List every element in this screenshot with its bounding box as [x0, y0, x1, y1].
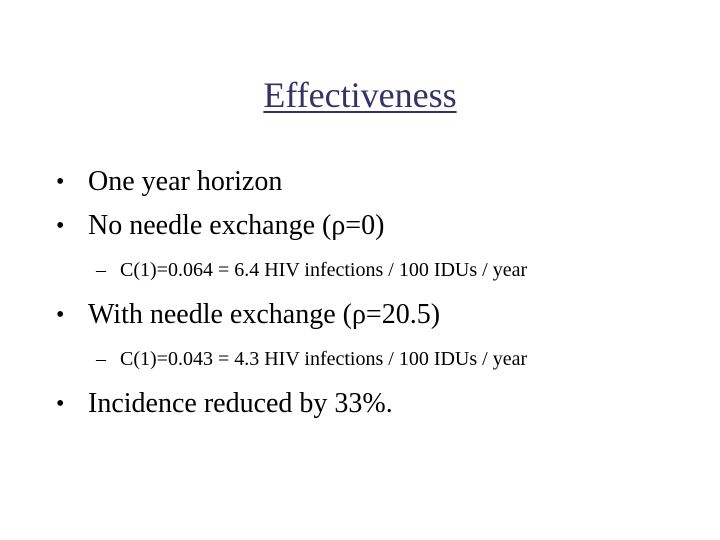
sub-bullet-text: C(1)=0.043 = 4.3 HIV infections / 100 ID…: [120, 348, 528, 370]
slide-title: Effectiveness: [263, 75, 457, 115]
bullet-item: • No needle exchange (ρ=0): [56, 204, 696, 248]
sub-bullet-item: – C(1)=0.043 = 4.3 HIV infections / 100 …: [56, 344, 696, 374]
bullet-item: • Incidence reduced by 33%.: [56, 382, 696, 426]
bullet-text: Incidence reduced by 33%.: [88, 388, 393, 419]
bullet-marker: •: [56, 213, 65, 239]
bullet-item: • One year horizon: [56, 160, 696, 204]
bullet-item: • With needle exchange (ρ=20.5): [56, 293, 696, 337]
sub-bullet-text: C(1)=0.064 = 6.4 HIV infections / 100 ID…: [120, 259, 528, 281]
bullet-text: One year horizon: [88, 166, 283, 197]
bullet-list: • One year horizon • No needle exchange …: [56, 160, 696, 426]
bullet-marker: •: [56, 302, 65, 328]
bullet-marker: •: [56, 169, 65, 195]
bullet-marker: •: [56, 391, 65, 417]
bullet-text: No needle exchange (ρ=0): [88, 210, 385, 241]
dash-marker: –: [96, 259, 106, 281]
sub-bullet-item: – C(1)=0.064 = 6.4 HIV infections / 100 …: [56, 255, 696, 285]
dash-marker: –: [96, 348, 106, 370]
bullet-text: With needle exchange (ρ=20.5): [88, 299, 441, 330]
